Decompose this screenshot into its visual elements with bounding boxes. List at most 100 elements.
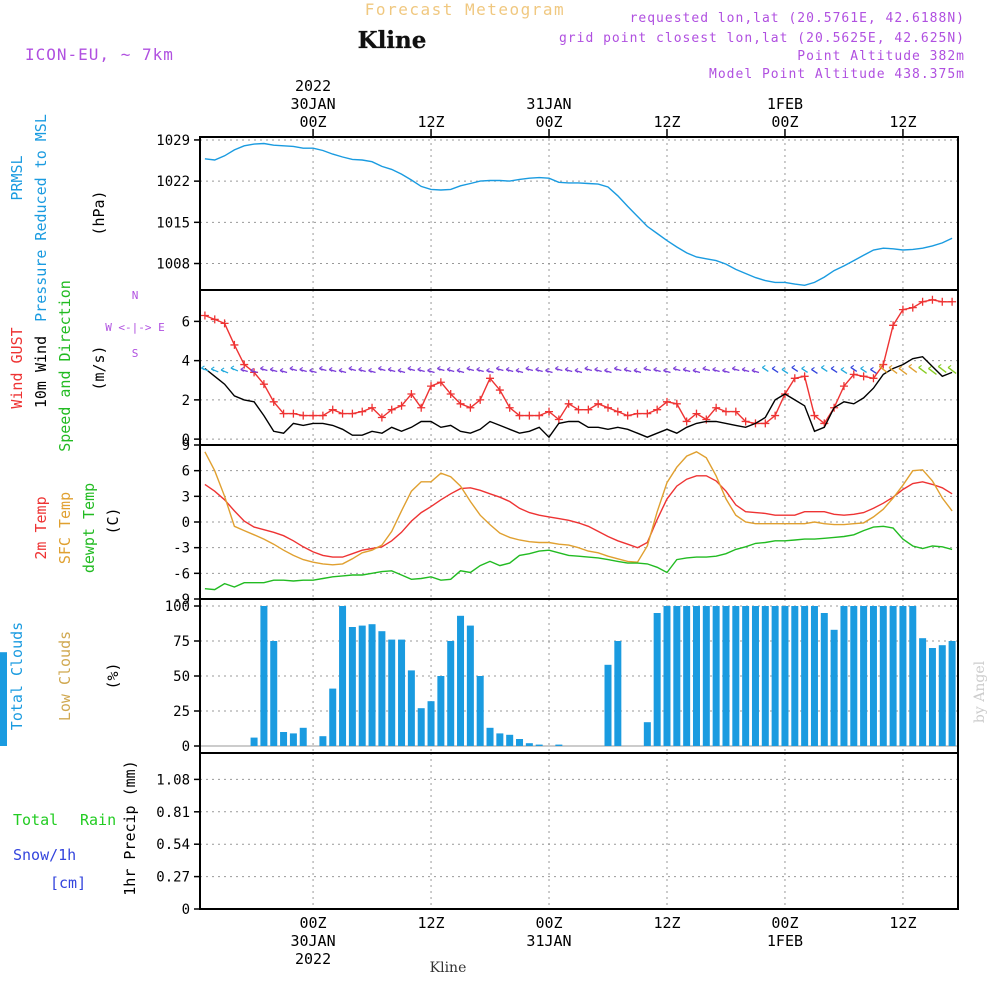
total-cloud-bar <box>938 645 946 746</box>
y-tick-label: 0 <box>182 515 190 531</box>
total-cloud-bar <box>899 606 907 746</box>
wind-arrowhead <box>466 365 471 371</box>
top-time-label: 1FEB <box>767 95 803 113</box>
wind-arrowhead <box>722 367 726 373</box>
legend-rain: Rain <box>80 811 116 829</box>
gust-marker <box>898 305 907 314</box>
total-cloud-bar <box>653 613 661 746</box>
gust-marker <box>879 360 888 369</box>
gust-marker <box>584 405 593 414</box>
wind-arrowhead <box>918 364 922 370</box>
wind-arrowhead <box>456 367 461 373</box>
total-cloud-bar <box>378 631 386 746</box>
wind-arrowhead <box>505 366 510 372</box>
gust-marker <box>476 395 485 404</box>
sfc-label: SFC Temp <box>56 492 74 564</box>
gust-marker <box>564 399 573 408</box>
total-cloud-bar <box>427 701 435 746</box>
wind-arrowhead <box>348 365 353 371</box>
gust-marker <box>348 409 357 418</box>
total-cloud-bar <box>840 606 848 746</box>
gust-marker <box>200 311 209 320</box>
total-cloud-bar <box>250 737 258 746</box>
bottom-time-label: 00Z <box>535 914 562 932</box>
gust-marker <box>721 407 730 416</box>
wind-arrowhead <box>878 363 883 369</box>
sfc-line <box>204 451 953 566</box>
total-cloud-bar <box>280 732 288 746</box>
gust-marker <box>643 409 652 418</box>
total-cloud-bar <box>928 648 936 746</box>
gust-marker <box>299 411 308 420</box>
total-cloud-bar <box>820 613 828 746</box>
wind-arrowhead <box>240 366 245 372</box>
gust-label: Wind GUST <box>8 327 26 408</box>
gust-marker <box>928 295 937 304</box>
gust-marker <box>594 399 603 408</box>
wind-arrowhead <box>437 365 441 371</box>
y-tick-label: -3 <box>173 541 190 557</box>
total-cloud-bar <box>791 606 799 746</box>
gust-marker <box>859 372 868 381</box>
gust-marker <box>358 407 367 416</box>
total-cloud-bar <box>358 625 366 746</box>
gust-marker <box>761 419 770 428</box>
t2m-label: 2m Temp <box>32 496 50 559</box>
y-tick-label: 25 <box>173 704 190 720</box>
wind-arrowhead <box>417 366 422 372</box>
panel-3: 0 25 50 75 100 <box>0 598 959 755</box>
y-tick-label: 4 <box>182 354 190 370</box>
gust-marker <box>446 389 455 398</box>
y-tick-label: 1015 <box>156 215 190 231</box>
point-altitude: Point Altitude 382m <box>797 49 965 64</box>
wind-arrowhead <box>574 367 579 373</box>
legend-snow: Snow/1h <box>13 846 76 864</box>
wind-arrowhead <box>604 367 608 373</box>
gust-marker <box>869 374 878 383</box>
gust-marker <box>486 374 495 383</box>
gust-marker <box>889 321 898 330</box>
wind-arrowhead <box>653 366 657 372</box>
compass-axis: W <-|-> E <box>105 321 165 334</box>
gust-marker <box>466 403 475 412</box>
gust-marker <box>672 399 681 408</box>
y-tick-label: -6 <box>173 566 190 582</box>
bottom-time-label: 12Z <box>417 914 444 932</box>
legend-total: Total <box>13 811 58 829</box>
total-cloud-bar <box>348 627 356 746</box>
total-cloud-bar <box>516 739 524 746</box>
bottom-time-label: 12Z <box>889 914 916 932</box>
total-cloud-bar <box>614 641 622 746</box>
total-cloud-bar <box>673 606 681 746</box>
pressure-unit: (hPa) <box>90 190 108 235</box>
wind-arrowhead <box>820 364 825 370</box>
wind-arrowhead <box>840 366 845 372</box>
bottom-time-label: 00Z <box>300 914 327 932</box>
wind-dir-label: Speed and Direction <box>56 280 74 452</box>
wind-arrowhead <box>476 366 481 372</box>
gust-marker <box>633 409 642 418</box>
total-cloud-bar <box>879 606 887 746</box>
bottom-time-label: 00Z <box>771 914 798 932</box>
chart-panels: 10081015102210290246-9-6-303690255075100… <box>0 77 959 968</box>
gust-marker <box>604 403 613 412</box>
y-tick-label: 9 <box>182 438 190 454</box>
gust-marker <box>387 405 396 414</box>
gust-marker <box>731 407 740 416</box>
bottom-time-label: 12Z <box>653 914 680 932</box>
panel-4: 0 0.27 0.54 0.81 1.08 <box>156 752 959 918</box>
total-cloud-bar <box>801 606 809 746</box>
gust-marker <box>407 389 416 398</box>
y-tick-label: 1029 <box>156 133 190 149</box>
y-tick-label: 6 <box>182 464 190 480</box>
gust-marker <box>269 397 278 406</box>
top-time-label: 31JAN <box>526 95 571 113</box>
gust-marker <box>800 372 809 381</box>
dew-label: dewpt Temp <box>80 483 98 573</box>
wind-arrowhead <box>888 364 893 370</box>
bottom-time-label: 2022 <box>295 950 331 968</box>
gust-marker <box>436 378 445 387</box>
wind-arrowhead <box>947 364 952 370</box>
wind-arrowhead <box>220 367 225 373</box>
wind-arrowhead <box>446 366 451 372</box>
